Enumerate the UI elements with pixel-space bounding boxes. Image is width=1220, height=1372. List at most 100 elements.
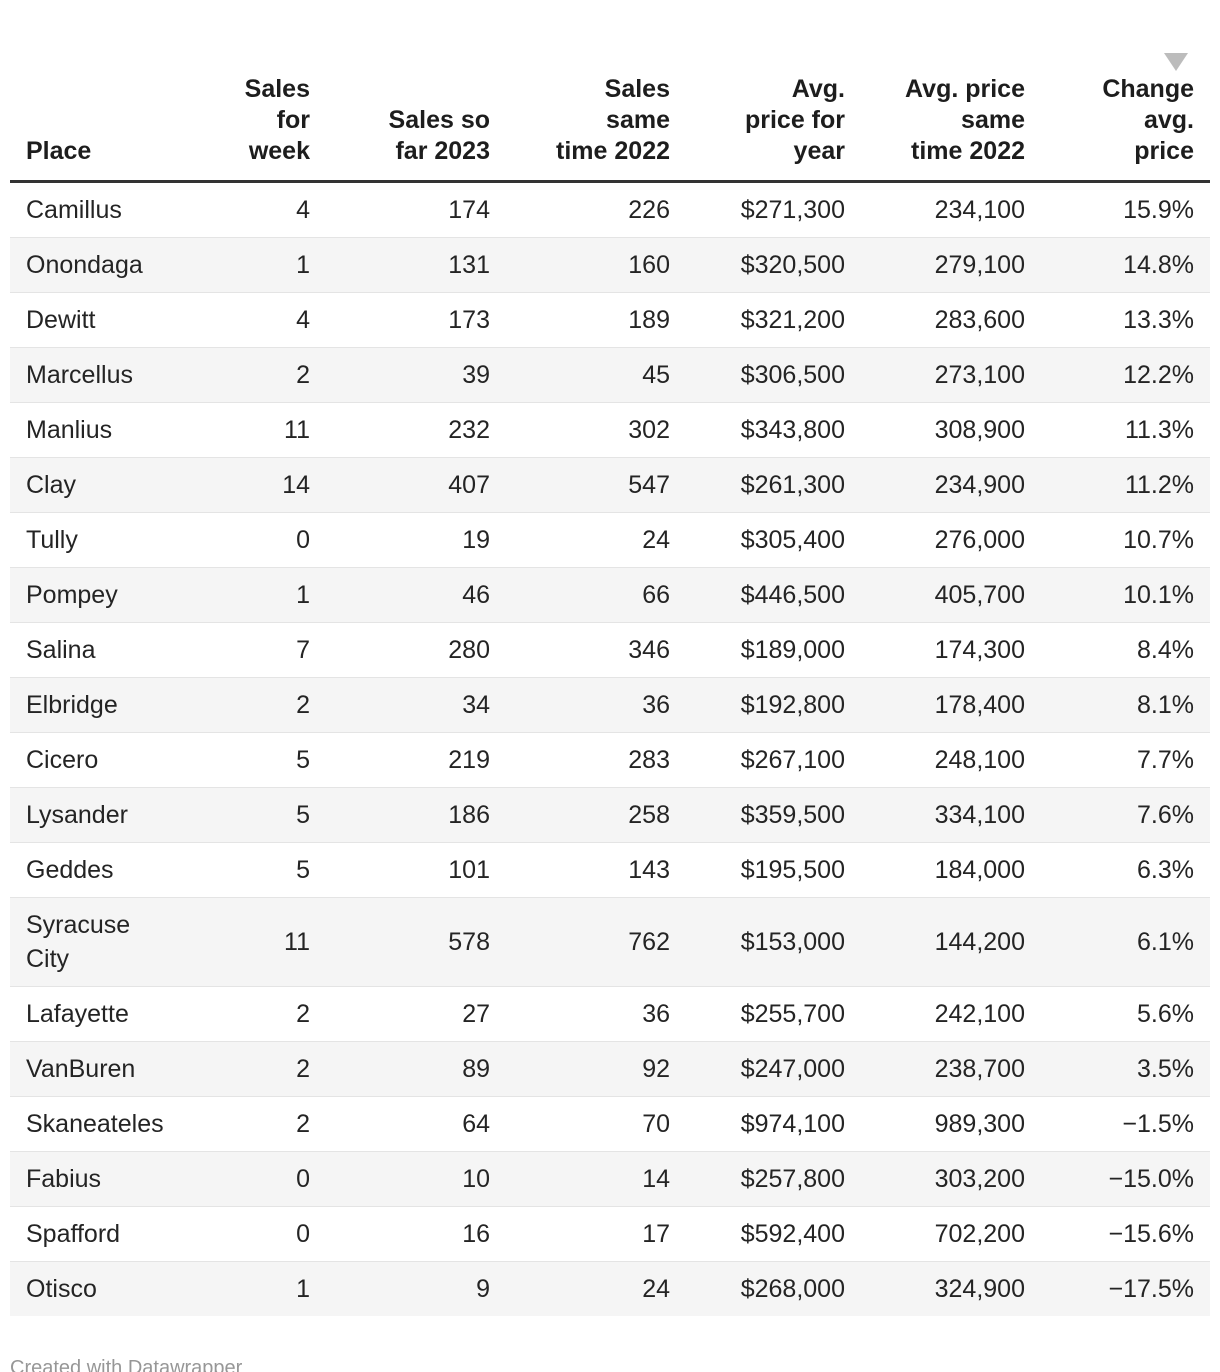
table-header-row: Place Sales for week Sales so far 2023 Sale… (10, 48, 1210, 183)
cell-avg_price: $247,000 (686, 1041, 861, 1097)
table-row: Marcellus 2 39 45 $306,500 273,100 12.2% (10, 347, 1210, 403)
cell-sales_week: 5 (185, 732, 326, 788)
cell-change: −17.5% (1041, 1261, 1210, 1316)
datawrapper-credit-link[interactable]: Created with Datawrapper (10, 1357, 243, 1372)
sort-descending-icon (1164, 53, 1188, 71)
cell-sales_week: 0 (185, 1206, 326, 1262)
cell-sales_week: 2 (185, 677, 326, 733)
cell-sales_2022: 24 (506, 1261, 686, 1316)
table-row: Syracuse City 11 578 762 $153,000 144,200 6.1% (10, 897, 1210, 987)
cell-sales_2023: 174 (326, 181, 506, 238)
cell-place: Onondaga (10, 237, 185, 293)
cell-avg_2022: 702,200 (861, 1206, 1041, 1262)
column-header-change[interactable]: Change avg. price (1041, 48, 1210, 183)
cell-sales_2022: 14 (506, 1151, 686, 1207)
cell-sales_2023: 89 (326, 1041, 506, 1097)
cell-avg_price: $321,200 (686, 292, 861, 348)
table-row: Spafford 0 16 17 $592,400 702,200 −15.6% (10, 1206, 1210, 1262)
cell-sales_2022: 302 (506, 402, 686, 458)
cell-avg_2022: 234,100 (861, 181, 1041, 238)
cell-sales_2022: 189 (506, 292, 686, 348)
table-row: Elbridge 2 34 36 $192,800 178,400 8.1% (10, 677, 1210, 733)
cell-sales_week: 1 (185, 567, 326, 623)
cell-sales_2023: 19 (326, 512, 506, 568)
cell-sales_week: 5 (185, 787, 326, 843)
cell-avg_price: $446,500 (686, 567, 861, 623)
cell-avg_price: $268,000 (686, 1261, 861, 1316)
table-row: Fabius 0 10 14 $257,800 303,200 −15.0% (10, 1151, 1210, 1207)
cell-sales_2023: 34 (326, 677, 506, 733)
cell-sales_2022: 36 (506, 677, 686, 733)
cell-change: 12.2% (1041, 347, 1210, 403)
cell-sales_week: 2 (185, 347, 326, 403)
cell-place: Elbridge (10, 677, 185, 733)
cell-avg_price: $192,800 (686, 677, 861, 733)
cell-place: Otisco (10, 1261, 185, 1316)
column-header-label: Avg. price for year (744, 75, 845, 165)
cell-avg_2022: 178,400 (861, 677, 1041, 733)
column-header-avg_2022[interactable]: Avg. price same time 2022 (861, 48, 1041, 183)
cell-place: Spafford (10, 1206, 185, 1262)
cell-sales_2022: 283 (506, 732, 686, 788)
cell-sales_week: 1 (185, 1261, 326, 1316)
column-header-label: Avg. price same time 2022 (905, 75, 1025, 165)
cell-avg_2022: 279,100 (861, 237, 1041, 293)
column-header-sales_2022[interactable]: Sales same time 2022 (506, 48, 686, 183)
cell-change: −1.5% (1041, 1096, 1210, 1152)
cell-sales_2022: 346 (506, 622, 686, 678)
cell-change: 8.4% (1041, 622, 1210, 678)
cell-place: Syracuse City (10, 897, 185, 987)
cell-sales_2023: 16 (326, 1206, 506, 1262)
cell-sales_week: 5 (185, 842, 326, 898)
cell-sales_2023: 9 (326, 1261, 506, 1316)
cell-place: Pompey (10, 567, 185, 623)
cell-avg_2022: 303,200 (861, 1151, 1041, 1207)
cell-sales_2023: 407 (326, 457, 506, 513)
cell-avg_price: $592,400 (686, 1206, 861, 1262)
cell-avg_price: $261,300 (686, 457, 861, 513)
cell-sales_2022: 36 (506, 986, 686, 1042)
cell-sales_week: 2 (185, 1096, 326, 1152)
cell-sales_week: 14 (185, 457, 326, 513)
table-header: Place Sales for week Sales so far 2023 Sale… (10, 48, 1210, 183)
column-header-sales_2023[interactable]: Sales so far 2023 (326, 48, 506, 183)
cell-sales_2023: 39 (326, 347, 506, 403)
table-row: Pompey 1 46 66 $446,500 405,700 10.1% (10, 567, 1210, 623)
column-header-label: Place (26, 137, 92, 165)
cell-sales_week: 11 (185, 897, 326, 987)
cell-place: Manlius (10, 402, 185, 458)
cell-avg_price: $153,000 (686, 897, 861, 987)
cell-sales_week: 4 (185, 292, 326, 348)
column-header-place[interactable]: Place (10, 48, 185, 183)
cell-avg_price: $271,300 (686, 181, 861, 238)
cell-avg_price: $189,000 (686, 622, 861, 678)
cell-sales_2023: 10 (326, 1151, 506, 1207)
column-header-label: Sales same time 2022 (556, 75, 670, 165)
cell-avg_2022: 273,100 (861, 347, 1041, 403)
cell-change: −15.0% (1041, 1151, 1210, 1207)
cell-avg_price: $257,800 (686, 1151, 861, 1207)
cell-sales_week: 11 (185, 402, 326, 458)
cell-sales_week: 2 (185, 1041, 326, 1097)
cell-avg_2022: 248,100 (861, 732, 1041, 788)
cell-avg_price: $320,500 (686, 237, 861, 293)
column-header-avg_price[interactable]: Avg. price for year (686, 48, 861, 183)
cell-sales_2023: 64 (326, 1096, 506, 1152)
cell-sales_2023: 219 (326, 732, 506, 788)
cell-change: 10.1% (1041, 567, 1210, 623)
cell-place: VanBuren (10, 1041, 185, 1097)
cell-avg_2022: 308,900 (861, 402, 1041, 458)
cell-sales_2023: 27 (326, 986, 506, 1042)
cell-sales_2022: 258 (506, 787, 686, 843)
cell-sales_2023: 46 (326, 567, 506, 623)
cell-avg_price: $267,100 (686, 732, 861, 788)
cell-change: 6.1% (1041, 897, 1210, 987)
cell-sales_2022: 66 (506, 567, 686, 623)
cell-avg_2022: 174,300 (861, 622, 1041, 678)
cell-change: 11.2% (1041, 457, 1210, 513)
cell-change: 14.8% (1041, 237, 1210, 293)
table-row: Tully 0 19 24 $305,400 276,000 10.7% (10, 512, 1210, 568)
table-row: VanBuren 2 89 92 $247,000 238,700 3.5% (10, 1041, 1210, 1097)
table-row: Clay 14 407 547 $261,300 234,900 11.2% (10, 457, 1210, 513)
column-header-sales_week[interactable]: Sales for week (185, 48, 326, 183)
